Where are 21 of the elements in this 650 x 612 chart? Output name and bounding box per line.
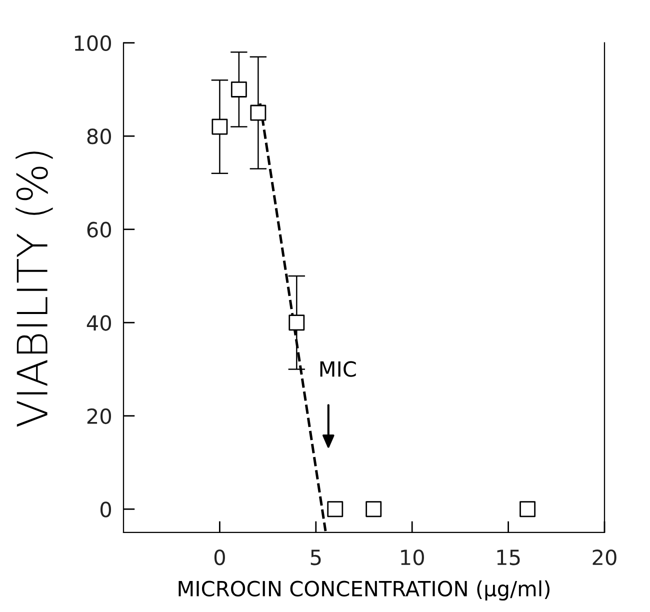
point (212, 118, 228, 135)
x-tick-label: 20 (592, 549, 616, 566)
y-tick-label: 100 (74, 35, 112, 52)
y-tick-label: 0 (100, 502, 112, 518)
y-axis-title: VIABILITY (%) (16, 152, 53, 427)
point (327, 501, 344, 518)
point (250, 104, 266, 121)
point (366, 501, 382, 518)
y-tick-label: 20 (87, 408, 112, 424)
x-tick-label: 15 (497, 550, 520, 566)
y-tick-label: 40 (86, 315, 112, 331)
x-tick-label: 5 (310, 550, 321, 566)
x-axis-title: MICROCIN CONCENTRATION (µg/ml) (178, 580, 550, 601)
x-tick-label: 0 (214, 549, 225, 566)
x-tick-label: 10 (401, 549, 424, 566)
point (520, 501, 536, 518)
annotation: MIC (320, 361, 356, 377)
point (288, 314, 305, 331)
y-tick-label: 60 (87, 222, 112, 238)
y-tick-label: 80 (87, 128, 112, 144)
point (230, 81, 247, 98)
